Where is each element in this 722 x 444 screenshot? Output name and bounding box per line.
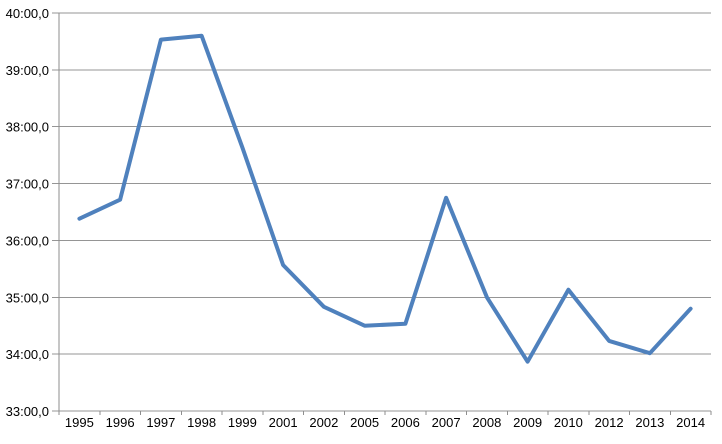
y-tick-label: 36:00,0 bbox=[6, 233, 49, 248]
x-tick-label: 2002 bbox=[309, 415, 338, 430]
x-tick-label: 2005 bbox=[350, 415, 379, 430]
x-tick-label: 1999 bbox=[228, 415, 257, 430]
x-tick-label: 2006 bbox=[391, 415, 420, 430]
x-tick-label: 2007 bbox=[432, 415, 461, 430]
series-line bbox=[77, 33, 693, 364]
y-tick-label: 37:00,0 bbox=[6, 177, 49, 192]
x-tick-label: 2013 bbox=[635, 415, 664, 430]
y-tick-label: 39:00,0 bbox=[6, 63, 49, 78]
x-tick-label: 2008 bbox=[472, 415, 501, 430]
x-tick-label: 2009 bbox=[513, 415, 542, 430]
y-tick-label: 33:00,0 bbox=[6, 404, 49, 419]
y-tick-label: 35:00,0 bbox=[6, 290, 49, 305]
x-tick-label: 1995 bbox=[65, 415, 94, 430]
x-tick-label: 2012 bbox=[595, 415, 624, 430]
x-tick-label: 1997 bbox=[146, 415, 175, 430]
y-tick-label: 38:00,0 bbox=[6, 120, 49, 135]
y-tick-label: 40:00,0 bbox=[6, 6, 49, 21]
y-tick-label: 34:00,0 bbox=[6, 347, 49, 362]
x-tick-label: 1998 bbox=[187, 415, 216, 430]
x-tick-label: 1996 bbox=[106, 415, 135, 430]
x-tick-label: 2001 bbox=[269, 415, 298, 430]
x-tick-label: 2010 bbox=[554, 415, 583, 430]
x-tick-label: 2014 bbox=[676, 415, 705, 430]
